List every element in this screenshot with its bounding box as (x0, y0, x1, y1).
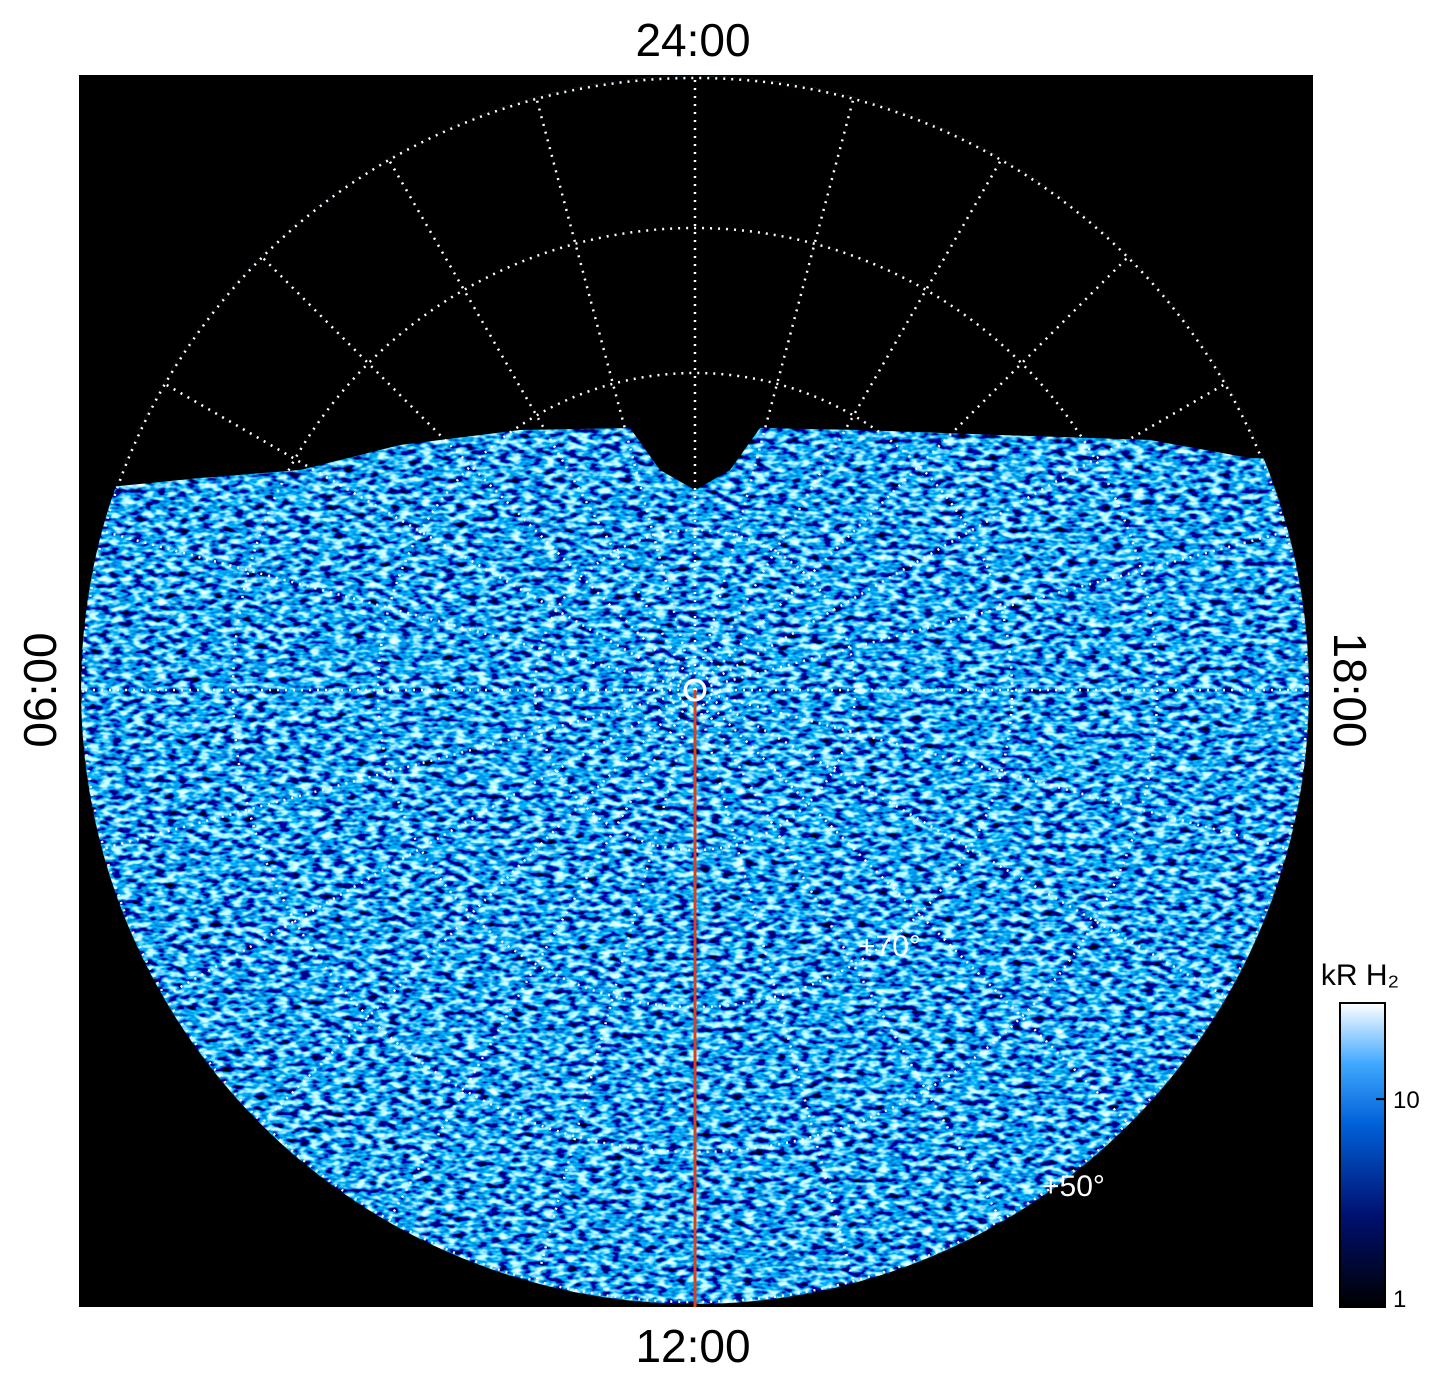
meridian (694, 688, 1226, 998)
meridian (693, 689, 1003, 1221)
meridian (694, 530, 1287, 692)
colorbar: kR H₂ 1 10 (1321, 959, 1420, 1313)
meridian (387, 689, 697, 1221)
colorbar-scale (1339, 1002, 1386, 1308)
meridian (164, 382, 696, 692)
colorbar-title: kR H₂ (1321, 959, 1399, 992)
meridian (693, 689, 855, 1282)
no-data-region (81, 76, 1309, 490)
meridian (103, 688, 696, 850)
time-label: 12:00 (635, 1320, 750, 1372)
meridian (261, 256, 696, 691)
meridian (387, 159, 697, 691)
colorbar-tick-label: 10 (1393, 1087, 1420, 1114)
meridian (164, 688, 696, 998)
time-label: 24:00 (635, 14, 750, 66)
time-label: 06:00 (14, 632, 66, 747)
meridian (693, 98, 855, 691)
meridian (694, 382, 1226, 692)
meridian (535, 98, 697, 691)
meridian (693, 159, 1003, 691)
colorbar-tick-label: 1 (1393, 1286, 1406, 1313)
latitude-label: +70° (858, 930, 921, 963)
pole-marker (683, 678, 707, 702)
meridian (694, 688, 1287, 850)
latitude-circle (231, 226, 1159, 1154)
meridian (103, 530, 696, 692)
meridian (535, 689, 697, 1282)
time-label: 18:00 (1324, 632, 1376, 747)
latitude-label: +50° (1042, 1170, 1105, 1203)
